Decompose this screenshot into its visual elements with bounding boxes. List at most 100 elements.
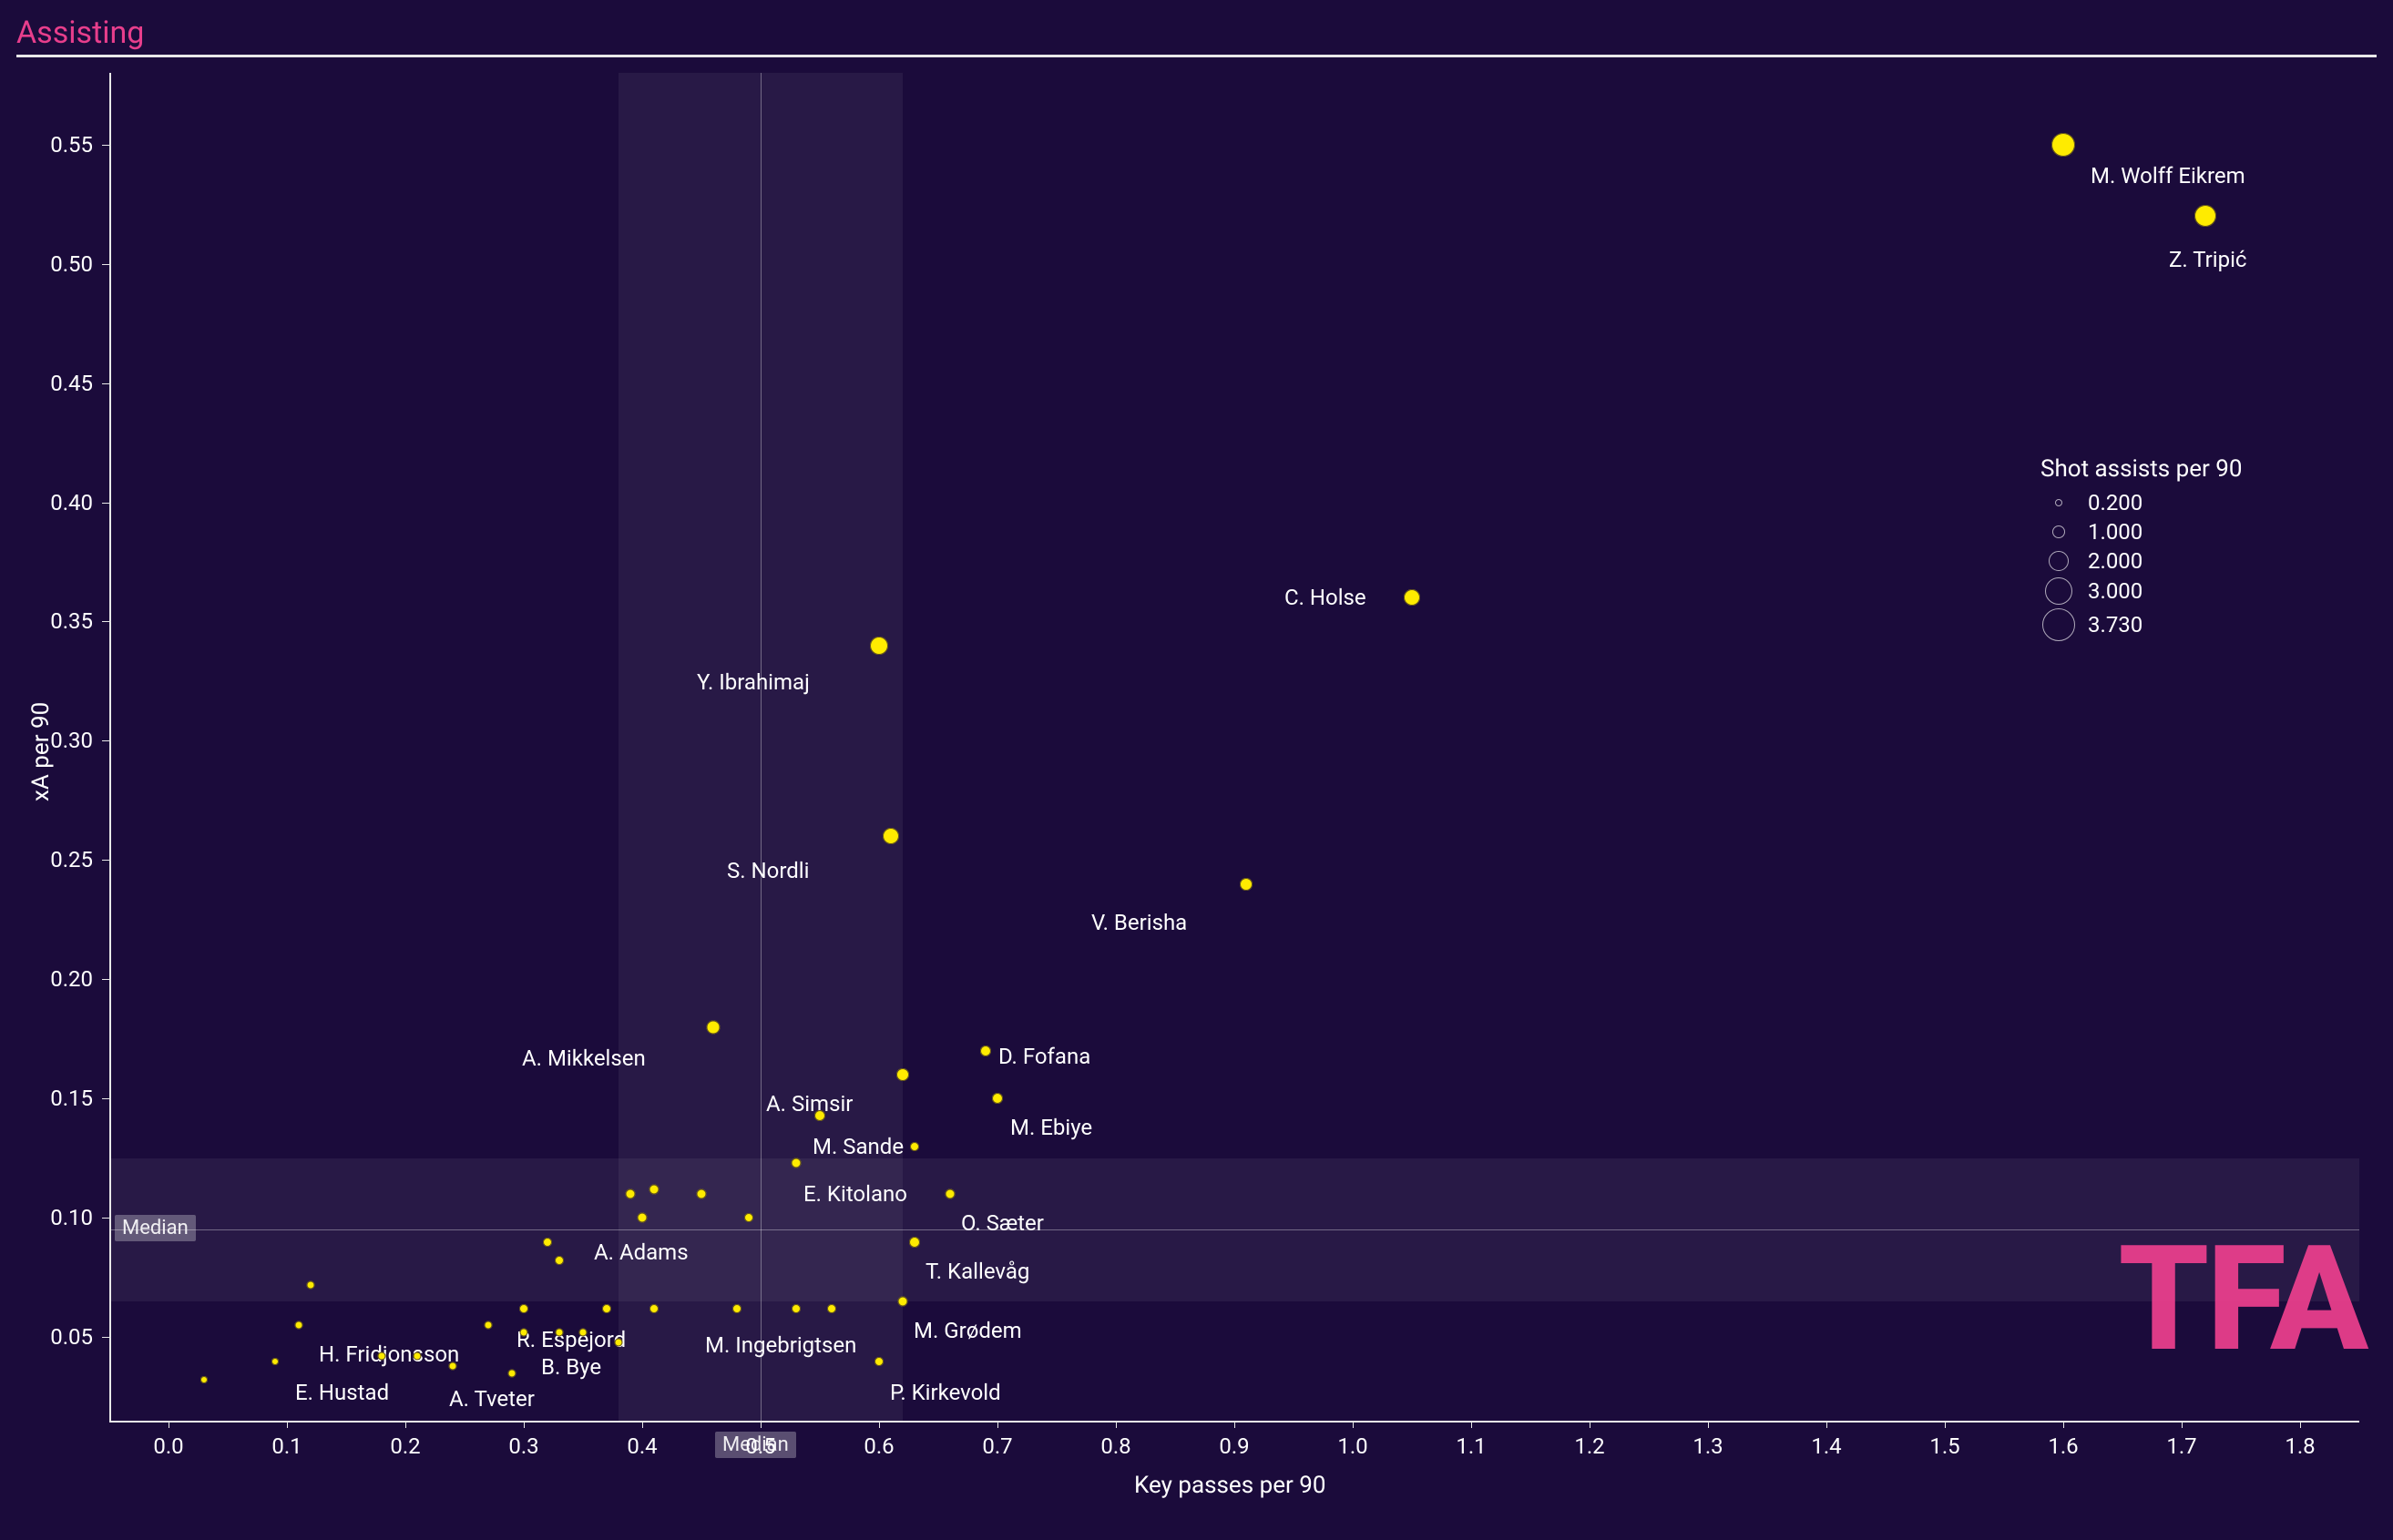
data-point[interactable] bbox=[449, 1362, 457, 1370]
y-tick: 0.50 bbox=[50, 251, 93, 277]
data-point[interactable] bbox=[744, 1213, 753, 1222]
data-point[interactable] bbox=[1404, 589, 1420, 606]
x-axis-label: Key passes per 90 bbox=[1134, 1472, 1325, 1499]
data-point[interactable] bbox=[378, 1352, 386, 1361]
data-point-label: C. Holse bbox=[1284, 585, 1366, 610]
data-point[interactable] bbox=[909, 1237, 920, 1248]
x-tick: 0.4 bbox=[627, 1433, 657, 1459]
data-point[interactable] bbox=[910, 1142, 919, 1151]
data-point[interactable] bbox=[295, 1321, 303, 1330]
x-tick: 0.9 bbox=[1219, 1433, 1249, 1459]
data-point[interactable] bbox=[414, 1352, 422, 1361]
x-tick: 1.3 bbox=[1692, 1433, 1723, 1459]
data-point-label: M. Grødem bbox=[914, 1318, 1022, 1343]
x-tick: 1.5 bbox=[1929, 1433, 1959, 1459]
y-tick: 0.30 bbox=[50, 728, 93, 753]
legend-label: 3.730 bbox=[2088, 612, 2142, 637]
x-tick: 0.2 bbox=[390, 1433, 420, 1459]
median-line-horizontal bbox=[109, 1229, 2359, 1230]
data-point[interactable] bbox=[520, 1329, 528, 1337]
y-tick: 0.55 bbox=[50, 132, 93, 158]
data-point[interactable] bbox=[870, 637, 888, 655]
y-tick: 0.05 bbox=[50, 1324, 93, 1350]
data-point[interactable] bbox=[946, 1189, 956, 1199]
data-point-label: P. Kirkevold bbox=[890, 1380, 1001, 1405]
legend-item: 3.000 bbox=[2040, 577, 2243, 605]
legend-swatch bbox=[2055, 499, 2062, 506]
x-tick: 0.3 bbox=[508, 1433, 538, 1459]
data-point[interactable] bbox=[792, 1304, 801, 1313]
data-point[interactable] bbox=[814, 1110, 825, 1121]
data-point[interactable] bbox=[2194, 205, 2216, 227]
y-tick: 0.15 bbox=[50, 1086, 93, 1111]
x-tick: 0.0 bbox=[153, 1433, 183, 1459]
y-tick: 0.25 bbox=[50, 847, 93, 872]
data-point[interactable] bbox=[638, 1213, 648, 1223]
x-tick: 0.6 bbox=[864, 1433, 894, 1459]
data-point[interactable] bbox=[271, 1358, 279, 1365]
y-axis-line bbox=[109, 73, 111, 1421]
x-tick: 0.5 bbox=[745, 1433, 775, 1459]
data-point[interactable] bbox=[896, 1068, 909, 1081]
x-tick: 1.1 bbox=[1456, 1433, 1486, 1459]
y-axis-label: xA per 90 bbox=[27, 702, 55, 801]
data-point[interactable] bbox=[1240, 878, 1253, 891]
legend-item: 1.000 bbox=[2040, 519, 2243, 545]
data-point[interactable] bbox=[2051, 133, 2075, 157]
data-point-label: M. Ebiye bbox=[1010, 1115, 1092, 1140]
data-point[interactable] bbox=[485, 1321, 493, 1330]
legend-item: 3.730 bbox=[2040, 608, 2243, 641]
data-point[interactable] bbox=[697, 1189, 707, 1199]
data-point[interactable] bbox=[792, 1158, 802, 1168]
data-point-label: M. Wolff Eikrem bbox=[2091, 163, 2245, 189]
data-point[interactable] bbox=[883, 828, 899, 844]
legend-swatch bbox=[2045, 577, 2072, 605]
data-point[interactable] bbox=[556, 1329, 564, 1337]
median-line-vertical bbox=[761, 73, 762, 1421]
median-tag-y: Median bbox=[115, 1215, 196, 1241]
data-point[interactable] bbox=[992, 1093, 1003, 1104]
data-point[interactable] bbox=[980, 1045, 991, 1056]
legend-title: Shot assists per 90 bbox=[2040, 455, 2243, 483]
legend-item: 0.200 bbox=[2040, 490, 2243, 515]
data-point-label: A. Tveter bbox=[449, 1386, 535, 1412]
data-point[interactable] bbox=[602, 1304, 611, 1313]
data-point[interactable] bbox=[707, 1020, 721, 1034]
y-tick: 0.45 bbox=[50, 371, 93, 396]
legend-label: 3.000 bbox=[2088, 578, 2142, 604]
data-point[interactable] bbox=[307, 1280, 315, 1289]
data-point-label: V. Berisha bbox=[1091, 910, 1187, 935]
legend-swatch bbox=[2052, 525, 2065, 538]
data-point[interactable] bbox=[649, 1304, 659, 1313]
x-tick: 1.2 bbox=[1574, 1433, 1604, 1459]
data-point[interactable] bbox=[543, 1238, 552, 1247]
legend-label: 2.000 bbox=[2088, 548, 2142, 574]
legend-item: 2.000 bbox=[2040, 548, 2243, 574]
legend-swatch bbox=[2049, 551, 2069, 571]
data-point-label: E. Hustad bbox=[295, 1380, 389, 1405]
data-point[interactable] bbox=[649, 1184, 660, 1194]
data-point-label: H. Fridjonsson bbox=[319, 1341, 459, 1367]
data-point[interactable] bbox=[898, 1297, 908, 1307]
data-point[interactable] bbox=[555, 1256, 564, 1265]
data-point[interactable] bbox=[827, 1304, 836, 1313]
y-tick: 0.20 bbox=[50, 966, 93, 992]
data-point[interactable] bbox=[519, 1304, 528, 1313]
size-legend: Shot assists per 90 0.200 1.000 2.000 3.000… bbox=[2040, 455, 2243, 645]
data-point[interactable] bbox=[508, 1369, 516, 1377]
x-tick: 0.8 bbox=[1100, 1433, 1130, 1459]
data-point[interactable] bbox=[626, 1189, 636, 1199]
data-point[interactable] bbox=[615, 1338, 623, 1346]
x-tick: 1.7 bbox=[2166, 1433, 2196, 1459]
data-point[interactable] bbox=[874, 1357, 884, 1366]
y-tick: 0.10 bbox=[50, 1205, 93, 1230]
x-tick: 1.0 bbox=[1337, 1433, 1367, 1459]
x-tick: 1.4 bbox=[1811, 1433, 1841, 1459]
data-point[interactable] bbox=[732, 1304, 741, 1313]
x-tick: 0.1 bbox=[271, 1433, 302, 1459]
data-point[interactable] bbox=[200, 1376, 208, 1383]
data-point[interactable] bbox=[579, 1329, 588, 1337]
chart-canvas: Assisting Median Median 0.00.10.20.30.40… bbox=[0, 0, 2393, 1540]
x-tick: 1.8 bbox=[2285, 1433, 2315, 1459]
legend-label: 0.200 bbox=[2088, 490, 2142, 515]
